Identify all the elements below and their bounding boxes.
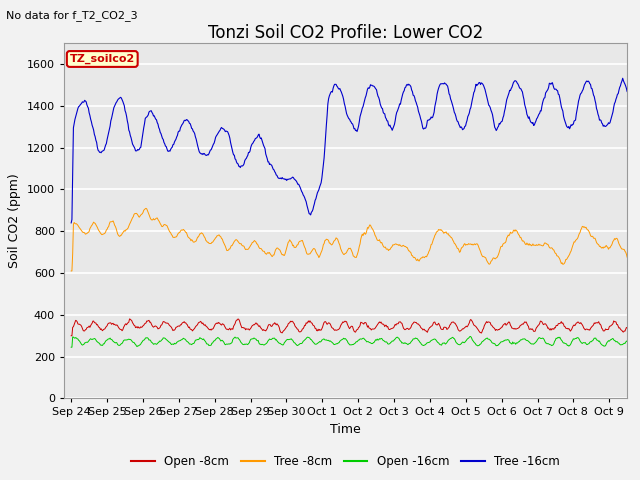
Y-axis label: Soil CO2 (ppm): Soil CO2 (ppm) (8, 173, 21, 268)
Text: TZ_soilco2: TZ_soilco2 (70, 54, 135, 64)
Text: No data for f_T2_CO2_3: No data for f_T2_CO2_3 (6, 10, 138, 21)
X-axis label: Time: Time (330, 423, 361, 436)
Legend: Open -8cm, Tree -8cm, Open -16cm, Tree -16cm: Open -8cm, Tree -8cm, Open -16cm, Tree -… (127, 450, 564, 473)
Title: Tonzi Soil CO2 Profile: Lower CO2: Tonzi Soil CO2 Profile: Lower CO2 (208, 24, 483, 42)
